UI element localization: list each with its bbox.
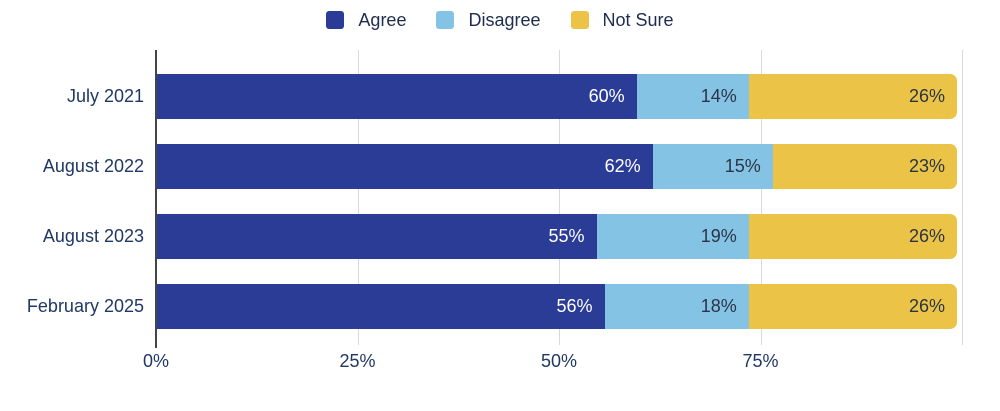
bar-segment-not-sure: 26% bbox=[748, 74, 957, 119]
bar-segment-agree: 56% bbox=[156, 284, 605, 329]
gridline-25 bbox=[357, 50, 359, 345]
segment-value-label: 56% bbox=[556, 296, 593, 316]
bar-row: 62% 15% 23% bbox=[156, 144, 957, 189]
bar-segment-agree: 60% bbox=[156, 74, 637, 119]
legend-swatch-not-sure bbox=[570, 11, 589, 29]
x-tick-label: 0% bbox=[142, 351, 170, 371]
bar-row: 60% 14% 26% bbox=[156, 74, 957, 119]
legend-swatch-disagree bbox=[436, 11, 455, 29]
category-label: August 2023 bbox=[42, 226, 144, 246]
bar-segment-disagree: 18% bbox=[604, 284, 749, 329]
legend-item-disagree: Disagree bbox=[436, 10, 541, 30]
bar-row: 56% 18% 26% bbox=[156, 284, 957, 329]
y-axis-line bbox=[155, 50, 157, 348]
bar-segment-disagree: 15% bbox=[652, 144, 773, 189]
gridline-100 bbox=[962, 50, 963, 345]
bar-segment-disagree: 19% bbox=[596, 214, 749, 259]
bar-segment-agree: 55% bbox=[156, 214, 597, 259]
legend-label: Disagree bbox=[468, 10, 541, 30]
legend-label: Agree bbox=[358, 10, 407, 30]
legend: Agree Disagree Not Sure bbox=[0, 11, 1000, 29]
segment-value-label: 26% bbox=[908, 86, 945, 106]
legend-swatch-agree bbox=[326, 11, 345, 29]
category-label: August 2022 bbox=[42, 156, 144, 176]
segment-value-label: 15% bbox=[724, 156, 761, 176]
legend-item-agree: Agree bbox=[326, 11, 406, 29]
segment-value-label: 14% bbox=[700, 86, 737, 106]
x-tick-label: 75% bbox=[742, 351, 779, 371]
category-label: February 2025 bbox=[26, 296, 144, 316]
legend-label: Not Sure bbox=[602, 10, 674, 30]
legend-item-not-sure: Not Sure bbox=[570, 10, 674, 30]
x-tick-label: 50% bbox=[540, 351, 578, 371]
bar-segment-not-sure: 26% bbox=[748, 214, 957, 259]
bar-segment-not-sure: 23% bbox=[772, 144, 957, 189]
bar-row: 55% 19% 26% bbox=[156, 214, 957, 259]
gridline-75 bbox=[760, 50, 762, 345]
x-tick-label: 25% bbox=[339, 351, 376, 371]
bar-segment-disagree: 14% bbox=[636, 74, 749, 119]
gridline-50 bbox=[559, 50, 560, 345]
segment-value-label: 26% bbox=[908, 226, 945, 246]
segment-value-label: 55% bbox=[548, 226, 585, 246]
segment-value-label: 23% bbox=[908, 156, 945, 176]
plot-area: 60% 14% 26% 62% 15% 23% 55% 19% 26% 56% 18% 26% bbox=[155, 50, 963, 348]
segment-value-label: 18% bbox=[700, 296, 737, 316]
segment-value-label: 62% bbox=[604, 156, 641, 176]
category-label: July 2021 bbox=[66, 86, 144, 106]
bar-segment-agree: 62% bbox=[156, 144, 653, 189]
bar-segment-not-sure: 26% bbox=[748, 284, 957, 329]
segment-value-label: 60% bbox=[588, 86, 625, 106]
segment-value-label: 26% bbox=[908, 296, 945, 316]
segment-value-label: 19% bbox=[700, 226, 737, 246]
